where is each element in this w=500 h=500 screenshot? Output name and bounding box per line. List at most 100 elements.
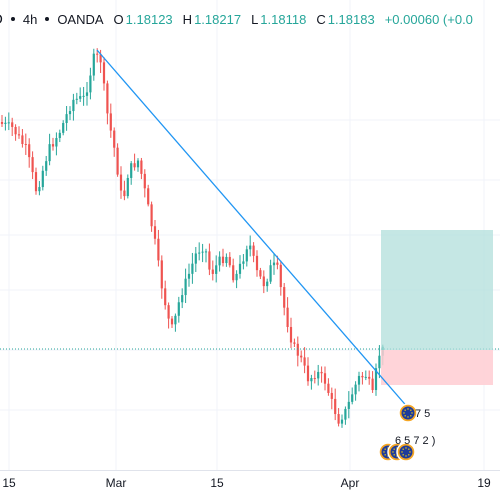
symbol-name[interactable]: D	[0, 11, 3, 28]
candle	[28, 138, 31, 168]
candle	[55, 132, 58, 156]
candle	[327, 378, 330, 396]
candle	[184, 268, 187, 304]
candle	[361, 372, 364, 385]
interval-label[interactable]: 4h	[22, 11, 38, 27]
time-axis-label: 19	[477, 476, 491, 490]
close-key: C	[316, 11, 326, 27]
candle	[150, 201, 153, 232]
candle	[215, 255, 218, 283]
candle	[344, 406, 347, 425]
candle	[364, 370, 367, 381]
candle	[259, 267, 262, 280]
grid-lines	[0, 0, 500, 471]
time-axis-label: Apr	[340, 476, 360, 490]
candle	[116, 143, 119, 177]
candle	[153, 219, 157, 245]
candle	[374, 363, 378, 396]
candle	[181, 288, 184, 309]
candle	[17, 126, 21, 139]
candle	[238, 255, 242, 279]
candle	[194, 246, 197, 272]
candle	[211, 260, 214, 281]
low-key: L	[251, 11, 259, 27]
time-axis-label: Mar	[105, 476, 127, 490]
candle	[123, 180, 126, 201]
candle	[334, 388, 337, 421]
badge-bottom-label: 6 5 7 2 )	[395, 435, 435, 447]
candle	[357, 371, 361, 392]
candle	[337, 408, 340, 427]
time-axis[interactable]: 15 Mar 15 Apr 19	[0, 476, 500, 496]
candle	[140, 157, 143, 180]
candle	[232, 258, 235, 283]
candle	[283, 283, 286, 316]
long-position-stop-zone[interactable]	[381, 350, 493, 385]
change-value: +0.00060 (+0.0	[384, 11, 473, 27]
close-value: 1.18183	[327, 11, 375, 27]
event-badges[interactable]	[378, 403, 418, 462]
candle	[371, 371, 374, 393]
high-value: 1.18217	[194, 11, 242, 27]
candle	[89, 67, 92, 100]
time-axis-label: 15	[2, 476, 16, 490]
candle	[303, 347, 306, 374]
candle	[351, 387, 354, 405]
candle	[174, 313, 177, 332]
candle	[68, 106, 72, 121]
open-value: 1.18123	[125, 11, 173, 27]
candle	[228, 252, 231, 268]
candle	[75, 92, 78, 105]
candle	[313, 370, 316, 384]
time-axis-label: 15	[210, 476, 224, 490]
candle	[269, 259, 272, 284]
candle	[245, 245, 248, 267]
candle	[133, 153, 136, 171]
candle	[293, 338, 296, 347]
trendline[interactable]	[96, 49, 411, 411]
candle	[79, 87, 82, 102]
candle	[34, 167, 38, 195]
candle	[255, 250, 259, 277]
open-key: O	[113, 11, 124, 27]
candle	[85, 82, 89, 106]
candle	[289, 317, 293, 349]
eu-flag-icon	[378, 442, 416, 462]
candle	[136, 158, 140, 172]
low-value: 1.18118	[260, 11, 307, 27]
candle	[167, 302, 170, 329]
exchange-label: OANDA	[57, 11, 104, 27]
candle	[38, 181, 41, 196]
candle	[41, 165, 44, 191]
candle	[24, 133, 27, 155]
candle	[109, 103, 112, 138]
candle	[14, 124, 17, 141]
separator-dot	[10, 17, 15, 21]
candle	[48, 133, 51, 166]
candle	[130, 161, 133, 185]
candlestick-series[interactable]	[0, 48, 384, 428]
eu-flag-icon	[398, 403, 418, 423]
long-position-profit-zone[interactable]	[381, 230, 493, 350]
candle	[62, 120, 65, 136]
candle	[177, 296, 180, 323]
candle	[143, 169, 146, 198]
candle	[157, 229, 160, 267]
candle	[65, 105, 68, 131]
candle	[272, 254, 276, 275]
candle	[106, 80, 109, 125]
candle	[102, 57, 106, 91]
candle	[204, 248, 208, 263]
candle	[160, 255, 163, 299]
candle	[198, 242, 201, 261]
candle	[378, 345, 381, 379]
candle	[317, 364, 320, 386]
candle	[187, 263, 191, 287]
candle	[286, 297, 289, 333]
badge-top-label: 7 5	[415, 408, 430, 420]
candle	[82, 86, 85, 106]
candle	[126, 174, 129, 199]
high-key: H	[182, 11, 193, 27]
